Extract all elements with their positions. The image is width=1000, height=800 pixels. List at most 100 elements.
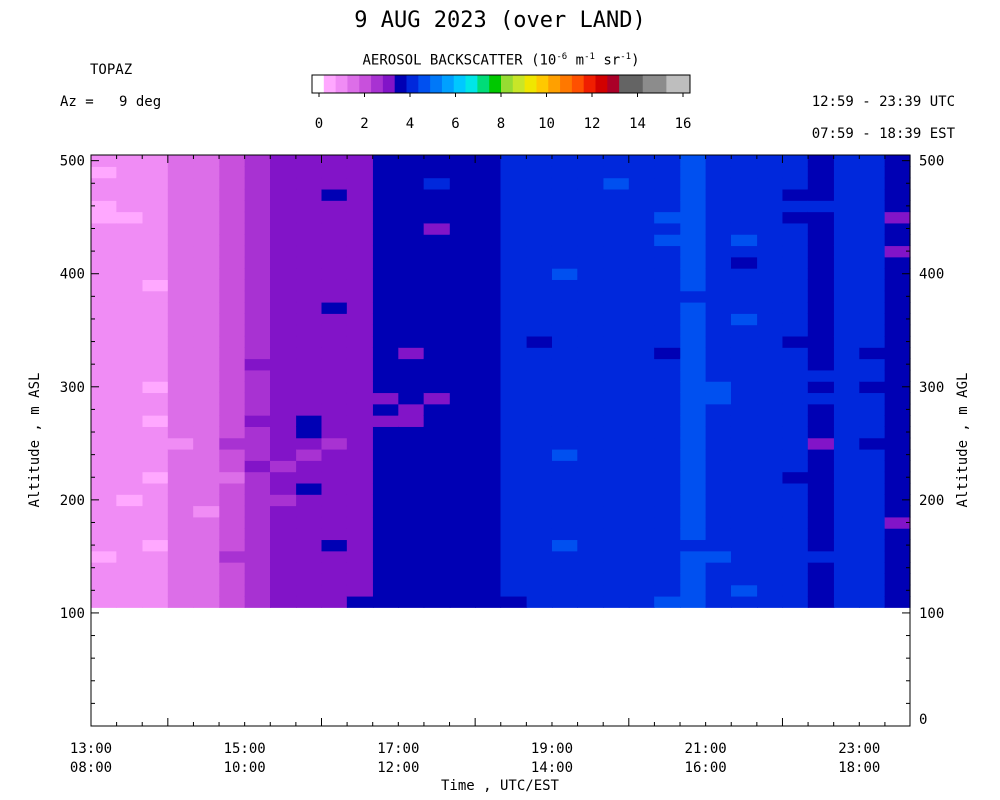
heatmap-cell xyxy=(475,301,502,314)
heatmap-cell xyxy=(142,437,169,450)
heatmap-cell xyxy=(193,381,220,394)
heatmap-cell xyxy=(705,437,732,450)
heatmap-cell xyxy=(884,301,911,314)
heatmap-cell xyxy=(116,279,144,292)
heatmap-cell xyxy=(219,335,246,348)
heatmap-cell xyxy=(321,369,348,382)
heatmap-cell xyxy=(884,403,911,416)
heatmap-cell xyxy=(551,313,578,326)
heatmap-cell xyxy=(833,177,860,190)
heatmap-cell xyxy=(167,166,194,179)
heatmap-cell xyxy=(296,200,323,213)
heatmap-cell xyxy=(244,188,271,201)
colorbar-swatch xyxy=(524,75,537,93)
heatmap-cell xyxy=(884,448,911,461)
heatmap-cell xyxy=(321,381,348,394)
heatmap-cell xyxy=(167,301,194,314)
heatmap-cell xyxy=(116,335,144,348)
heatmap-cell xyxy=(551,494,578,507)
heatmap-cell xyxy=(526,166,553,179)
heatmap-cell xyxy=(807,313,835,326)
heatmap-cell xyxy=(577,505,605,518)
heatmap-cell xyxy=(628,290,655,303)
heatmap-cell xyxy=(296,471,323,484)
heatmap-cell xyxy=(680,358,707,371)
heatmap-cell xyxy=(833,437,860,450)
x-tick-label-utc: 19:00 xyxy=(531,741,573,757)
heatmap-cell xyxy=(142,211,169,224)
heatmap-cell xyxy=(193,335,220,348)
instrument-name: TOPAZ xyxy=(90,62,133,78)
heatmap-cell xyxy=(526,516,553,529)
heatmap-cell xyxy=(91,245,117,258)
heatmap-cell xyxy=(859,369,886,382)
heatmap-cell xyxy=(142,562,169,574)
heatmap-cell xyxy=(807,268,835,280)
heatmap-cell xyxy=(167,415,194,427)
heatmap-cell xyxy=(193,550,220,563)
heatmap-cell xyxy=(91,539,117,552)
heatmap-cell xyxy=(500,166,528,179)
colorbar-swatch xyxy=(418,75,431,93)
heatmap-cell xyxy=(859,562,886,574)
heatmap-cell xyxy=(526,177,553,190)
heatmap-cell xyxy=(449,550,476,563)
heatmap-cell xyxy=(270,448,297,461)
heatmap-cell xyxy=(423,256,451,269)
heatmap-cell xyxy=(884,539,911,552)
heatmap-cell xyxy=(423,188,451,201)
heatmap-cell xyxy=(244,166,271,179)
heatmap-cell xyxy=(91,505,117,518)
heatmap-cell xyxy=(372,301,399,314)
heatmap-cell xyxy=(551,324,578,337)
heatmap-cell xyxy=(296,268,323,280)
heatmap-cell xyxy=(167,177,194,190)
heatmap-cell xyxy=(116,494,144,507)
heatmap-cell xyxy=(423,324,451,337)
heatmap-cell xyxy=(526,313,553,326)
heatmap-cell xyxy=(321,155,348,167)
heatmap-cell xyxy=(398,256,425,269)
heatmap-cell xyxy=(603,234,630,247)
heatmap-cell xyxy=(551,573,578,586)
heatmap-cell xyxy=(270,211,297,224)
heatmap-cell xyxy=(654,426,681,439)
heatmap-cell xyxy=(884,460,911,473)
heatmap-cell xyxy=(270,381,297,394)
heatmap-cell xyxy=(167,550,194,563)
heatmap-cell xyxy=(833,471,860,484)
heatmap-cell xyxy=(833,460,860,473)
colorbar-tick-label: 8 xyxy=(497,116,505,132)
heatmap-cell xyxy=(577,234,605,247)
axis-tick-labels: 100 200 300 400 500 0 100 200 300 400 500 13:00 08:0… xyxy=(60,154,945,776)
heatmap-cell xyxy=(782,245,809,258)
heatmap-cell xyxy=(654,335,681,348)
heatmap-cell xyxy=(628,301,655,314)
heatmap-cell xyxy=(782,415,809,427)
heatmap-cell xyxy=(91,595,117,608)
heatmap-cell xyxy=(603,268,630,280)
heatmap-cell xyxy=(270,347,297,360)
heatmap-cell xyxy=(372,516,399,529)
heatmap-cell xyxy=(244,347,271,360)
heatmap-cell xyxy=(603,403,630,416)
heatmap-cell xyxy=(142,403,169,416)
heatmap-cell xyxy=(654,550,681,563)
x-tick-label-est: 14:00 xyxy=(531,760,573,776)
heatmap-cell xyxy=(603,471,630,484)
x-tick-label-est: 16:00 xyxy=(685,760,727,776)
heatmap-cell xyxy=(884,516,911,529)
heatmap-cell xyxy=(628,234,655,247)
heatmap-cell xyxy=(219,256,246,269)
heatmap-cell xyxy=(730,403,758,416)
heatmap-cell xyxy=(603,313,630,326)
heatmap-cell xyxy=(500,562,528,574)
heatmap-cell xyxy=(219,166,246,179)
heatmap-cell xyxy=(807,494,835,507)
heatmap-cell xyxy=(603,448,630,461)
heatmap-cell xyxy=(757,166,784,179)
heatmap-cell xyxy=(116,358,144,371)
heatmap-cell xyxy=(833,335,860,348)
heatmap-cell xyxy=(884,188,911,201)
heatmap-cell xyxy=(500,573,528,586)
